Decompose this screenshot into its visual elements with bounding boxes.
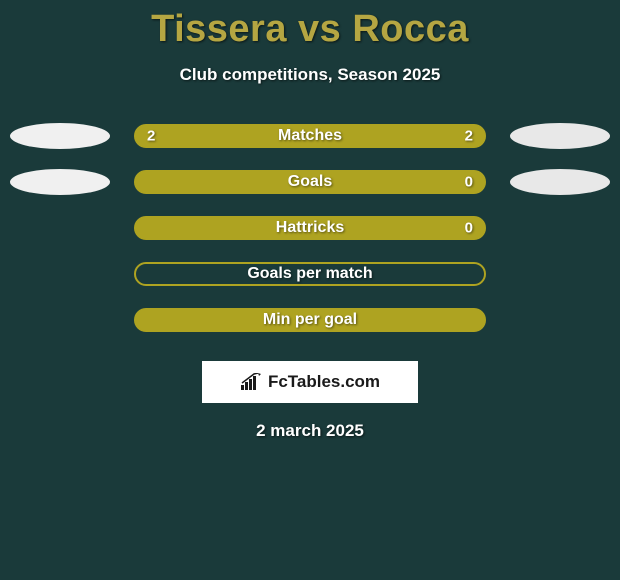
player-left-marker (10, 123, 110, 149)
stat-label: Hattricks (276, 219, 344, 237)
stat-label: Matches (278, 127, 342, 145)
stat-label: Min per goal (263, 311, 357, 329)
player-right-marker (510, 123, 610, 149)
stat-row: Goals per match (0, 251, 620, 297)
stat-value-right: 0 (465, 220, 473, 237)
player-left-marker (10, 169, 110, 195)
player-right-marker (510, 169, 610, 195)
stat-row: Hattricks 0 (0, 205, 620, 251)
stat-bar: Min per goal (134, 308, 486, 332)
stat-value-left: 2 (147, 128, 155, 145)
page-subtitle: Club competitions, Season 2025 (0, 65, 620, 85)
page-title: Tissera vs Rocca (0, 0, 620, 51)
match-date: 2 march 2025 (0, 421, 620, 441)
stat-bar: Matches 2 2 (134, 124, 486, 148)
chart-icon (240, 373, 262, 391)
stat-label: Goals (288, 173, 332, 191)
stat-bar: Goals 0 (134, 170, 486, 194)
branding-text: FcTables.com (268, 372, 380, 392)
stat-bar: Goals per match (134, 262, 486, 286)
stat-row: Min per goal (0, 297, 620, 343)
stat-row: Matches 2 2 (0, 113, 620, 159)
stat-row: Goals 0 (0, 159, 620, 205)
stat-value-right: 0 (465, 174, 473, 191)
stat-value-right: 2 (465, 128, 473, 145)
stat-label: Goals per match (247, 265, 372, 283)
branding-box: FcTables.com (202, 361, 418, 403)
stat-bar: Hattricks 0 (134, 216, 486, 240)
stat-rows: Matches 2 2 Goals 0 Hattricks 0 Goals per match… (0, 113, 620, 343)
